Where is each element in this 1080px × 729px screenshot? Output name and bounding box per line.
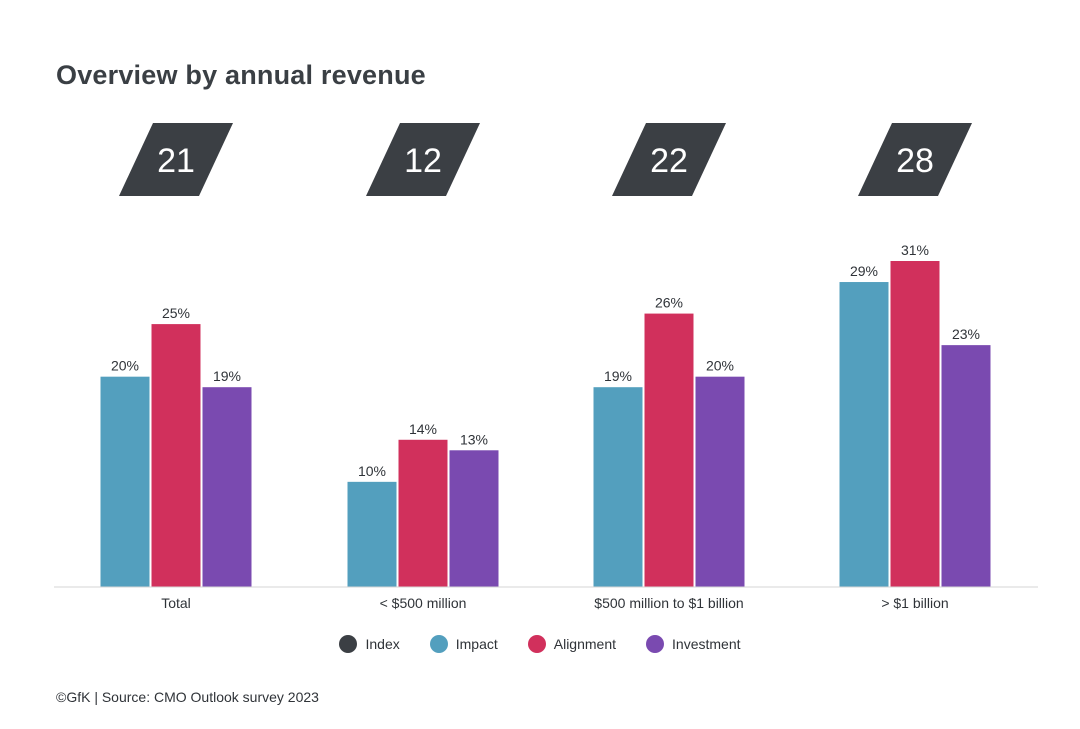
bar-investment-3	[941, 345, 991, 587]
legend-item-index: Index	[339, 635, 400, 653]
legend-label-alignment: Alignment	[553, 636, 617, 652]
source-note: ©GfK | Source: CMO Outlook survey 2023	[56, 689, 319, 705]
legend-label-impact: Impact	[455, 636, 498, 652]
bar-value-label-investment-3: 23%	[952, 326, 980, 342]
bar-value-label-investment-1: 13%	[460, 431, 488, 447]
bar-impact-2	[593, 387, 643, 587]
legend-swatch-impact	[429, 635, 448, 653]
bar-value-label-alignment-2: 26%	[655, 295, 683, 311]
bar-investment-0	[202, 387, 252, 587]
bar-value-labels: 20% 25% 19% 10% 14% 13% 19% 26% 20% 29% 31% 23%	[111, 242, 980, 479]
bar-chart: 21 12 22 28 20% 25% 19% 10% 14% 13% 19% 26% 20% 29% 3…	[54, 123, 1038, 611]
bar-investment-2	[695, 376, 745, 587]
index-value-0: 21	[157, 142, 195, 180]
bar-impact-3	[839, 282, 889, 587]
index-badge-3	[858, 123, 972, 196]
legend-swatch-alignment	[527, 635, 546, 653]
bar-value-label-impact-2: 19%	[604, 368, 632, 384]
legend-item-investment: Investment	[646, 635, 741, 653]
bar-value-label-alignment-1: 14%	[409, 421, 437, 437]
legend-swatch-index	[339, 635, 358, 653]
index-badge-2	[612, 123, 726, 196]
index-badge-1	[366, 123, 480, 196]
category-label-1: < $500 million	[380, 595, 467, 611]
category-label-3: > $1 billion	[881, 595, 948, 611]
bar-value-label-impact-3: 29%	[850, 263, 878, 279]
bars	[100, 261, 991, 587]
index-badge-0	[119, 123, 233, 196]
bar-value-label-alignment-3: 31%	[901, 242, 929, 258]
legend-label-investment: Investment	[672, 636, 741, 652]
chart-title: Overview by annual revenue	[56, 60, 426, 90]
bar-alignment-2	[644, 313, 694, 587]
bar-alignment-0	[151, 324, 201, 587]
bar-value-label-impact-1: 10%	[358, 463, 386, 479]
legend-label-index: Index	[365, 636, 400, 652]
bar-impact-0	[100, 376, 150, 587]
bar-value-label-impact-0: 20%	[111, 358, 139, 374]
legend-item-alignment: Alignment	[527, 635, 617, 653]
bar-impact-1	[347, 481, 397, 587]
index-badges: 21 12 22 28	[119, 123, 972, 196]
legend-swatch-investment	[646, 635, 665, 653]
category-label-2: $500 million to $1 billion	[594, 595, 743, 611]
category-label-0: Total	[161, 595, 191, 611]
bar-value-label-investment-2: 20%	[706, 358, 734, 374]
legend: Index Impact Alignment Investment	[0, 635, 1080, 653]
bar-value-label-investment-0: 19%	[213, 368, 241, 384]
bar-value-label-alignment-0: 25%	[162, 305, 190, 321]
bar-investment-1	[449, 450, 499, 587]
index-value-1: 12	[404, 142, 442, 180]
index-value-2: 22	[650, 142, 688, 180]
bar-alignment-1	[398, 439, 448, 587]
bar-alignment-3	[890, 261, 940, 587]
category-labels: Total < $500 million $500 million to $1 bi…	[161, 595, 948, 611]
legend-item-impact: Impact	[429, 635, 498, 653]
index-value-3: 28	[896, 142, 934, 180]
